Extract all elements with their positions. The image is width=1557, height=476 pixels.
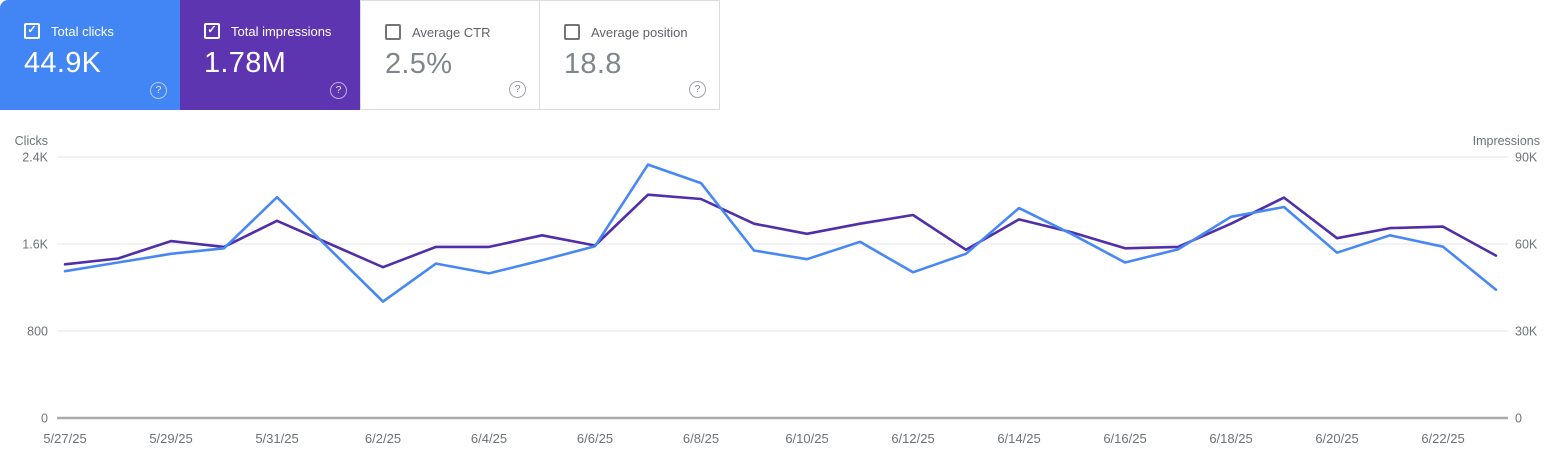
impressions-line-series <box>63 193 1498 269</box>
help-icon[interactable]: ? <box>689 81 706 98</box>
checkbox-total-impressions[interactable] <box>204 23 220 39</box>
clicks-line-series <box>63 163 1498 303</box>
card-total-impressions-label: Total impressions <box>231 23 332 39</box>
right-axis-title: Impressions <box>1473 134 1540 148</box>
x-axis-date-label: 5/29/25 <box>149 431 192 446</box>
x-axis-date-label: 5/27/25 <box>43 431 86 446</box>
left-axis-tick: 800 <box>27 325 48 339</box>
card-average-ctr-label: Average CTR <box>412 24 491 40</box>
card-total-clicks-label: Total clicks <box>51 23 114 39</box>
right-axis-tick: 30K <box>1515 325 1538 339</box>
help-icon[interactable]: ? <box>509 81 526 98</box>
card-average-ctr-value: 2.5% <box>385 48 453 80</box>
x-axis-date-label: 5/31/25 <box>255 431 298 446</box>
x-axis-date-label: 6/10/25 <box>785 431 828 446</box>
card-average-ctr[interactable]: Average CTR 2.5% ? <box>360 0 540 110</box>
x-axis-date-label: 6/12/25 <box>891 431 934 446</box>
checkbox-average-ctr[interactable] <box>385 24 401 40</box>
card-average-position-value: 18.8 <box>564 48 622 80</box>
x-axis-date-label: 6/22/25 <box>1421 431 1464 446</box>
card-average-position[interactable]: Average position 18.8 ? <box>540 0 720 110</box>
help-icon[interactable]: ? <box>150 82 167 99</box>
right-axis-tick: 60K <box>1515 238 1538 252</box>
x-axis-date-label: 6/6/25 <box>577 431 613 446</box>
left-axis-tick: 0 <box>41 412 48 426</box>
card-average-position-label: Average position <box>591 24 688 40</box>
right-axis-tick: 90K <box>1515 151 1538 165</box>
x-axis-date-label: 6/2/25 <box>365 431 401 446</box>
x-axis-date-label: 6/16/25 <box>1103 431 1146 446</box>
checkbox-average-position[interactable] <box>564 24 580 40</box>
help-icon[interactable]: ? <box>330 82 347 99</box>
checkbox-total-clicks[interactable] <box>24 23 40 39</box>
left-axis-title: Clicks <box>15 134 48 148</box>
x-axis-date-label: 6/4/25 <box>471 431 507 446</box>
right-axis-tick: 0 <box>1515 412 1522 426</box>
card-total-clicks[interactable]: Total clicks 44.9K ? <box>0 0 180 110</box>
card-total-clicks-value: 44.9K <box>24 47 102 79</box>
card-total-impressions-value: 1.78M <box>204 47 287 79</box>
card-total-impressions[interactable]: Total impressions 1.78M ? <box>180 0 360 110</box>
x-axis-date-label: 6/8/25 <box>683 431 719 446</box>
left-axis-tick: 2.4K <box>22 151 48 165</box>
x-axis-date-label: 6/20/25 <box>1315 431 1358 446</box>
left-axis-tick: 1.6K <box>22 238 48 252</box>
x-axis-date-label: 6/18/25 <box>1209 431 1252 446</box>
x-axis-date-label: 6/14/25 <box>997 431 1040 446</box>
metric-cards: Total clicks 44.9K ? Total impressions 1… <box>0 0 720 110</box>
